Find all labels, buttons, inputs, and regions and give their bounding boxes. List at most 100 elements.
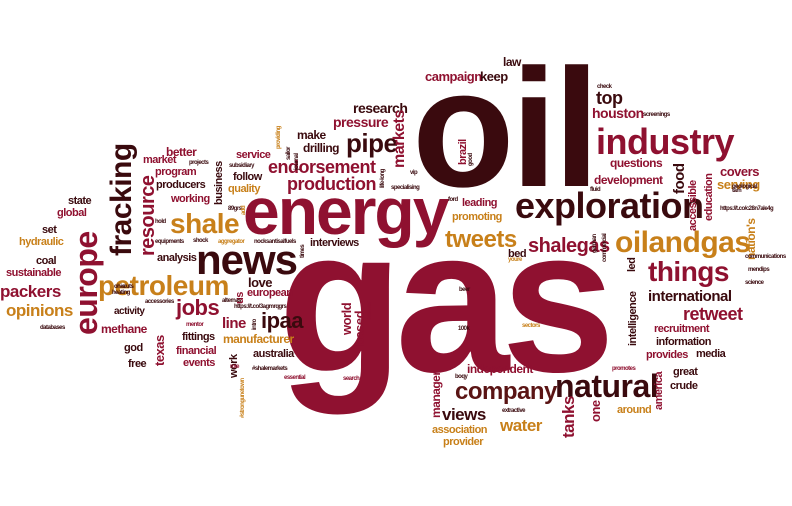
word-sailor: sailor bbox=[286, 146, 292, 160]
word-covers: covers bbox=[720, 164, 759, 179]
word-equipments: equipments bbox=[155, 239, 184, 245]
word-methane: methane bbox=[101, 322, 147, 336]
word-accessible: accessible bbox=[687, 180, 699, 231]
word-accessories: accessories bbox=[145, 299, 174, 305]
word-aggregator: aggregator bbox=[218, 239, 245, 245]
word-led: led bbox=[626, 257, 638, 272]
word-leading: leading bbox=[462, 197, 498, 209]
word-fluid: fluid bbox=[590, 187, 601, 193]
word-production: production bbox=[287, 174, 376, 194]
word-god: god bbox=[124, 342, 143, 354]
word-drilling: drilling bbox=[303, 141, 340, 155]
word-research: research bbox=[353, 100, 408, 116]
word-producers: producers bbox=[156, 179, 206, 191]
word-geological: geological bbox=[732, 184, 757, 190]
word-markets: markets bbox=[391, 110, 408, 168]
word-providing: providing bbox=[276, 126, 282, 149]
word-screenings: screenings bbox=[643, 112, 670, 118]
word-hold: hold bbox=[155, 219, 166, 225]
word-add: add bbox=[241, 205, 247, 215]
word-cuts: cuts bbox=[123, 284, 134, 290]
word-exploration: exploration bbox=[515, 185, 704, 226]
word-oilandgas: oilandgas bbox=[615, 226, 751, 259]
word-news: news bbox=[196, 236, 298, 283]
word-good: good bbox=[468, 153, 474, 166]
word-international: international bbox=[648, 288, 732, 305]
word-global: global bbox=[57, 207, 87, 219]
word-australia: australia bbox=[253, 348, 294, 360]
word-projects: projects bbox=[189, 160, 209, 166]
word-information: information bbox=[656, 336, 712, 348]
word-natural: natural bbox=[555, 368, 659, 404]
word-manufacturer: manufacturer bbox=[223, 332, 294, 346]
word-oil: oil bbox=[412, 34, 600, 222]
word-100k: 100k bbox=[458, 326, 470, 332]
word-recruitment: recruitment bbox=[654, 323, 710, 335]
word-questions: questions bbox=[610, 156, 663, 170]
word-line: line bbox=[222, 315, 246, 332]
word-provider: provider bbox=[443, 436, 484, 448]
word-based: based bbox=[352, 310, 367, 346]
word-tanks: tanks bbox=[559, 396, 578, 438]
word-retweet: retweet bbox=[683, 304, 743, 324]
word-life-long: life-long bbox=[380, 169, 386, 188]
word-sectors: sectors bbox=[522, 323, 540, 329]
word-water: water bbox=[500, 416, 542, 435]
word-development: development bbox=[594, 173, 663, 187]
word-extractive: extractive bbox=[502, 408, 526, 414]
word-packers: packers bbox=[0, 282, 61, 301]
word-analysis: analysis bbox=[157, 252, 197, 264]
word-top: top bbox=[596, 88, 623, 108]
word-science: science bbox=[745, 280, 764, 286]
word-fracking: fracking bbox=[105, 143, 138, 256]
word-make: make bbox=[297, 128, 326, 142]
word-serving: serving bbox=[717, 177, 760, 192]
word-fittings: fittings bbox=[182, 331, 215, 343]
word-89grs: 89grs bbox=[228, 206, 242, 212]
word-education: education bbox=[703, 173, 715, 221]
word-ford: ford bbox=[448, 197, 458, 203]
word-business: business bbox=[213, 161, 225, 205]
word-subsidiary: subsidiary bbox=[229, 163, 255, 169]
word-europe: europe bbox=[68, 231, 104, 335]
word-specialising: specialising bbox=[391, 185, 420, 191]
word-gas: gas bbox=[278, 186, 615, 415]
word-quality: quality bbox=[228, 183, 260, 195]
word-shale: shale bbox=[170, 208, 240, 239]
word-tam: tam bbox=[732, 188, 742, 194]
word-youre: youre bbox=[508, 257, 522, 263]
word-provides: provides bbox=[646, 349, 688, 361]
word-search: search bbox=[343, 376, 360, 382]
word-mentor: mentor bbox=[186, 322, 204, 328]
word-energy: energy bbox=[243, 174, 449, 248]
word-strongunetown: #strongunetown bbox=[240, 378, 246, 418]
word-law: law bbox=[503, 55, 521, 69]
word-keep: keep bbox=[480, 69, 508, 84]
word-opinions: opinions bbox=[6, 301, 73, 320]
word-pressure: pressure bbox=[333, 114, 389, 130]
word-endorsement: endorsement bbox=[268, 157, 376, 177]
word-petroleum: petroleum bbox=[98, 270, 229, 301]
word-https-3agmrqgrs: https://t.co/3agmrqgrs bbox=[234, 304, 287, 310]
word-program: program bbox=[155, 166, 197, 178]
word-databases: databases bbox=[40, 325, 65, 331]
word-ipaa: ipaa bbox=[261, 308, 304, 333]
word-promotes: promotes bbox=[612, 366, 636, 372]
word-communications: communications bbox=[745, 254, 786, 260]
word-check: check bbox=[597, 84, 612, 90]
word-ohio: ohio bbox=[114, 284, 125, 290]
word-things: things bbox=[648, 256, 730, 287]
word-beer: beer bbox=[459, 287, 470, 293]
word-independent: independent bbox=[467, 362, 533, 376]
word-food: food bbox=[671, 163, 688, 194]
word-market: market bbox=[143, 154, 177, 166]
word-interviews: interviews bbox=[310, 237, 359, 249]
word-shalemarkets: #shalemarkets bbox=[252, 366, 288, 372]
word-love: love bbox=[248, 275, 273, 290]
word-promoting: promoting bbox=[452, 211, 502, 223]
word-https-c28n7ale4g: https://t.co/c28n7ale4g bbox=[720, 206, 774, 212]
word-alternas: alternas bbox=[222, 298, 242, 304]
word-free: free bbox=[128, 358, 147, 370]
word-sustainable: sustainable bbox=[6, 267, 62, 279]
word-boqy: boqy bbox=[455, 374, 468, 380]
